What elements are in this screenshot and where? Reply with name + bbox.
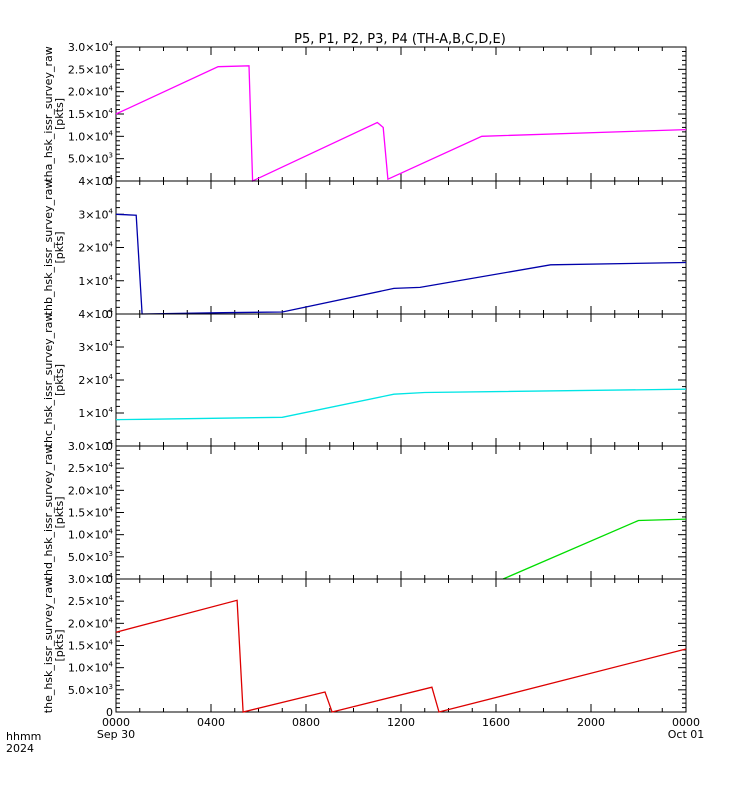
y-tick-label: 3×104 — [78, 207, 113, 221]
chart-panel: 0 1×104 2×104 3×104 4×104 thc_hsk_issr_survey… — [42, 307, 687, 453]
y-tick-label: 0 — [106, 175, 113, 188]
x-tick-label: 0000 — [672, 716, 700, 729]
y-tick-label: 2×104 — [78, 373, 113, 387]
y-tick-label: 3.0×104 — [68, 40, 114, 54]
x-start-date-label: Sep 30 — [97, 728, 135, 741]
x-end-date-label: Oct 01 — [668, 728, 705, 741]
y-tick-label: 1.0×104 — [68, 528, 114, 542]
y-tick-label: 0 — [106, 573, 113, 586]
chart-panel: 0 1×104 2×104 3×104 4×104 thb_hsk_issr_survey… — [42, 174, 687, 321]
y-tick-label: 5.0×103 — [68, 683, 113, 697]
y-tick-label: 0 — [106, 440, 113, 453]
y-tick-label: 2.0×104 — [68, 483, 114, 497]
y-axis-label: thc_hsk_issr_survey_raw — [42, 313, 55, 448]
x-tick-label: 0400 — [197, 716, 225, 729]
panel-frame — [115, 313, 687, 447]
series-line — [115, 65, 687, 183]
panel-frame — [115, 578, 687, 713]
y-axis-label: thd_hsk_issr_survey_raw — [42, 445, 55, 581]
y-axis-unit: [pkts] — [53, 364, 66, 396]
series-line — [115, 599, 687, 713]
y-tick-label: 2.5×104 — [68, 461, 114, 475]
y-tick-label: 1.5×104 — [68, 639, 114, 653]
y-tick-label: 3×104 — [78, 340, 113, 354]
series-line — [502, 518, 687, 580]
y-axis-label: the_hsk_issr_survey_raw — [42, 578, 55, 713]
y-axis-label: thb_hsk_issr_survey_raw — [42, 180, 55, 316]
y-tick-label: 1.5×104 — [68, 506, 114, 520]
chart-panel: 0 5.0×103 1.0×104 1.5×104 2.0×104 2.5×104 3.0×… — [42, 572, 687, 719]
y-tick-label: 5.0×103 — [68, 152, 113, 166]
y-axis-unit: [pkts] — [53, 630, 66, 662]
y-tick-label: 3.0×104 — [68, 572, 114, 586]
x-tick-label: 2000 — [577, 716, 605, 729]
y-tick-label: 0 — [106, 706, 113, 719]
y-axis-unit: [pkts] — [53, 232, 66, 264]
y-tick-label: 0 — [106, 308, 113, 321]
y-tick-label: 2.0×104 — [68, 616, 114, 630]
y-axis-label: tha_hsk_issr_survey_raw — [42, 46, 55, 181]
y-tick-label: 1.0×104 — [68, 129, 114, 143]
y-tick-label: 1×104 — [78, 406, 113, 420]
y-tick-label: 4×104 — [78, 174, 113, 188]
y-tick-label: 4×104 — [78, 307, 113, 321]
y-tick-label: 2×104 — [78, 241, 113, 255]
y-tick-label: 2.0×104 — [68, 85, 114, 99]
x-tick-label: 0800 — [292, 716, 320, 729]
panel-frame — [115, 445, 687, 580]
y-tick-label: 1×104 — [78, 274, 113, 288]
y-tick-label: 3.0×104 — [68, 439, 114, 453]
series-line — [115, 388, 687, 421]
x-tick-label: 1600 — [482, 716, 510, 729]
y-axis-unit: [pkts] — [53, 98, 66, 130]
x-year-label: 2024 — [6, 742, 34, 755]
y-tick-label: 5.0×103 — [68, 550, 113, 564]
panel-frame — [115, 180, 687, 315]
y-axis-unit: [pkts] — [53, 497, 66, 529]
chart-panel: 0 5.0×103 1.0×104 1.5×104 2.0×104 2.5×104 3.0×… — [42, 40, 687, 188]
chart-title: P5, P1, P2, P3, P4 (TH-A,B,C,D,E) — [294, 32, 506, 47]
x-unit-label: hhmm — [6, 730, 41, 743]
y-tick-label: 2.5×104 — [68, 594, 114, 608]
y-tick-label: 2.5×104 — [68, 62, 114, 76]
x-tick-label: 0000 — [102, 716, 130, 729]
y-tick-label: 1.5×104 — [68, 107, 114, 121]
chart-panel: 0 5.0×103 1.0×104 1.5×104 2.0×104 2.5×104 3.0×… — [42, 439, 687, 586]
series-line — [115, 213, 687, 315]
x-tick-label: 1200 — [387, 716, 415, 729]
y-tick-label: 1.0×104 — [68, 661, 114, 675]
panel-frame — [115, 46, 687, 182]
